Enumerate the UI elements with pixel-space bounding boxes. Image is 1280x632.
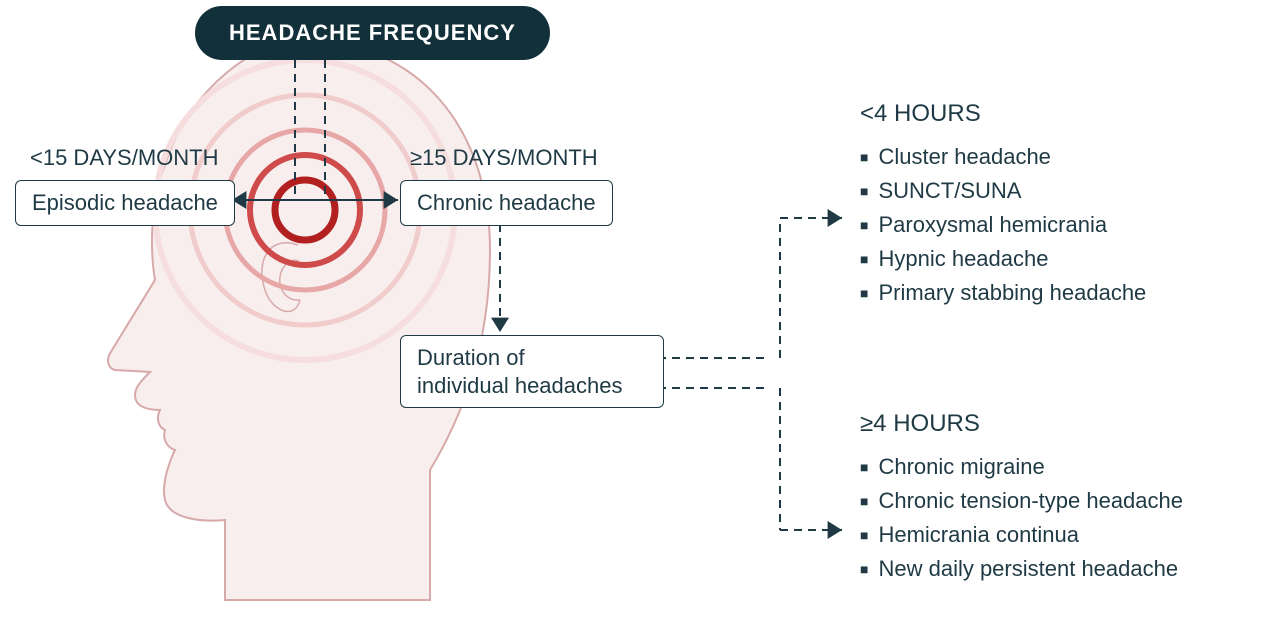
list-item: New daily persistent headache: [860, 552, 1183, 586]
long-heading: ≥4 HOURS: [860, 410, 980, 438]
short-heading: <4 HOURS: [860, 100, 981, 128]
short-list: Cluster headacheSUNCT/SUNAParoxysmal hem…: [860, 140, 1146, 310]
chronic-box: Chronic headache: [400, 180, 613, 226]
list-item: Chronic tension-type headache: [860, 484, 1183, 518]
root-pill: HEADACHE FREQUENCY: [195, 6, 550, 60]
long-list: Chronic migraineChronic tension-type hea…: [860, 450, 1183, 586]
list-item: Hemicrania continua: [860, 518, 1183, 552]
duration-line1: Duration of: [417, 345, 525, 370]
episodic-box: Episodic headache: [15, 180, 235, 226]
list-item: Cluster headache: [860, 140, 1146, 174]
list-item: Chronic migraine: [860, 450, 1183, 484]
duration-box: Duration of individual headaches: [400, 335, 664, 408]
threshold-left-label: <15 DAYS/MONTH: [30, 145, 218, 171]
list-item: Paroxysmal hemicrania: [860, 208, 1146, 242]
threshold-right-label: ≥15 DAYS/MONTH: [410, 145, 598, 171]
diagram-canvas: { "canvas": { "width": 1280, "height": 6…: [0, 0, 1280, 632]
list-item: Primary stabbing headache: [860, 276, 1146, 310]
list-item: Hypnic headache: [860, 242, 1146, 276]
list-item: SUNCT/SUNA: [860, 174, 1146, 208]
duration-line2: individual headaches: [417, 373, 623, 398]
